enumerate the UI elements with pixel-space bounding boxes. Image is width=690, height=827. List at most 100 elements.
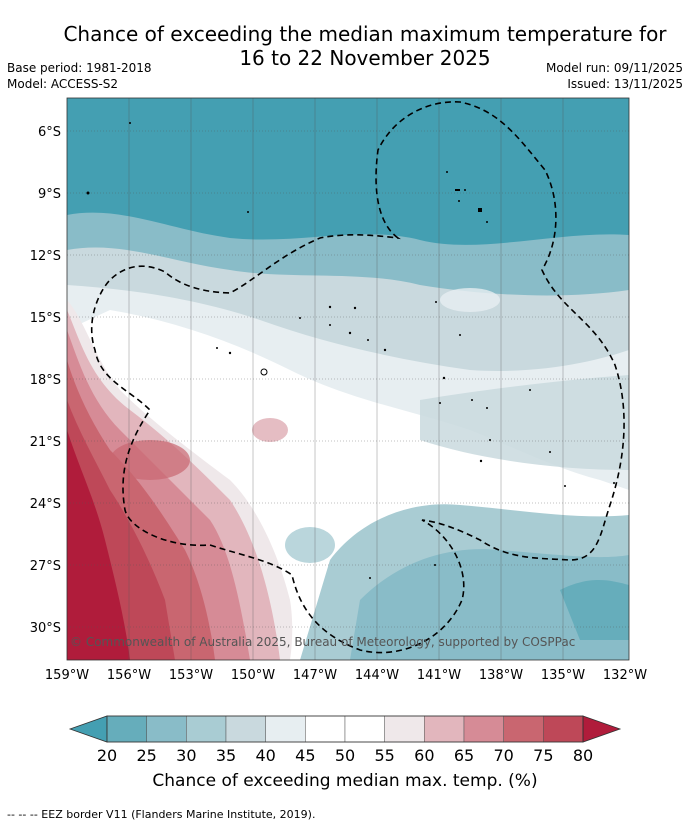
colorbar-segment bbox=[384, 715, 425, 743]
field-sw-80 bbox=[67, 430, 130, 660]
lat-label: 30°S bbox=[30, 621, 61, 636]
map-frame bbox=[66, 97, 630, 661]
gridlines bbox=[67, 130, 629, 628]
island bbox=[383, 348, 387, 352]
cool-blob bbox=[285, 527, 335, 563]
islands bbox=[86, 122, 615, 579]
colorbar-segment bbox=[225, 715, 266, 743]
island bbox=[549, 451, 551, 453]
island bbox=[348, 331, 352, 335]
island bbox=[486, 407, 488, 409]
lon-label: 144°W bbox=[355, 668, 399, 683]
colorbar-ticks: 20 25 30 35 40 45 50 55 60 65 70 75 80 bbox=[97, 746, 593, 765]
lon-label: 132°W bbox=[603, 668, 647, 683]
warm-spot bbox=[252, 418, 288, 442]
lat-label: 24°S bbox=[30, 497, 61, 512]
colorbar-tick-label: 80 bbox=[573, 746, 593, 765]
colorbar-tick-label: 65 bbox=[454, 746, 474, 765]
island bbox=[613, 482, 615, 484]
island bbox=[299, 317, 301, 319]
island bbox=[129, 122, 131, 124]
island bbox=[459, 334, 461, 336]
colorbar-segments bbox=[106, 715, 584, 743]
island bbox=[216, 347, 218, 349]
map-area: © Commonwealth of Australia 2025, Bureau… bbox=[67, 98, 629, 660]
lat-label: 18°S bbox=[30, 373, 61, 388]
island bbox=[471, 399, 473, 401]
colorbar-segment bbox=[186, 715, 227, 743]
island bbox=[446, 171, 448, 173]
island bbox=[353, 306, 357, 310]
title-line-2: 16 to 22 November 2025 bbox=[239, 46, 491, 70]
lat-label: 9°S bbox=[38, 187, 61, 202]
island bbox=[478, 208, 482, 212]
colorbar-tick-label: 35 bbox=[216, 746, 236, 765]
island bbox=[328, 305, 332, 309]
colorbar-segment bbox=[265, 715, 306, 743]
island bbox=[455, 189, 460, 191]
colorbar-tick-label: 75 bbox=[533, 746, 553, 765]
colorbar-tick-label: 55 bbox=[374, 746, 394, 765]
chart-title: Chance of exceeding the median maximum t… bbox=[40, 22, 690, 70]
island bbox=[442, 376, 446, 380]
colorbar-segment bbox=[463, 715, 504, 743]
island bbox=[479, 459, 483, 463]
meta-left: Base period: 1981-2018 Model: ACCESS-S2 bbox=[7, 60, 152, 92]
lon-label: 150°W bbox=[231, 668, 275, 683]
colorbar-tick-label: 50 bbox=[335, 746, 355, 765]
lon-label: 141°W bbox=[417, 668, 461, 683]
colorbar-tick-label: 45 bbox=[295, 746, 315, 765]
island bbox=[260, 368, 268, 376]
field-east-35 bbox=[420, 375, 629, 470]
issued-date: Issued: 13/11/2025 bbox=[567, 77, 683, 91]
colorbar-frame bbox=[106, 715, 584, 743]
island bbox=[434, 564, 436, 566]
lat-label: 12°S bbox=[30, 249, 61, 264]
longitude-labels: 159°W 156°W 153°W 150°W 147°W 144°W 141°… bbox=[45, 668, 647, 683]
island bbox=[369, 577, 371, 579]
colorbar-tick-label: 70 bbox=[493, 746, 513, 765]
island bbox=[439, 402, 441, 404]
base-period: Base period: 1981-2018 bbox=[7, 61, 152, 75]
eez-legend-note: -- -- -- EEZ border V11 (Flanders Marine… bbox=[7, 808, 316, 821]
field-se-20 bbox=[560, 580, 629, 640]
lat-label: 6°S bbox=[38, 125, 61, 140]
latitude-labels: 6°S 9°S 12°S 15°S 18°S 21°S 24°S 27°S 30… bbox=[30, 125, 61, 636]
lon-label: 153°W bbox=[169, 668, 213, 683]
lon-label: 135°W bbox=[541, 668, 585, 683]
colorbar-tick-label: 20 bbox=[97, 746, 117, 765]
lon-label: 156°W bbox=[107, 668, 151, 683]
colorbar-segment bbox=[543, 715, 584, 743]
colorbar-segment bbox=[106, 715, 147, 743]
model-name: Model: ACCESS-S2 bbox=[7, 77, 119, 91]
island bbox=[529, 389, 531, 391]
colorbar-tick-label: 30 bbox=[176, 746, 196, 765]
colorbar: 20 25 30 35 40 45 50 55 60 65 70 75 80 bbox=[68, 715, 622, 765]
lon-label: 138°W bbox=[479, 668, 523, 683]
lat-label: 27°S bbox=[30, 559, 61, 574]
title-line-1: Chance of exceeding the median maximum t… bbox=[63, 22, 667, 46]
copyright-notice: © Commonwealth of Australia 2025, Bureau… bbox=[70, 635, 575, 649]
colorbar-label: Chance of exceeding median max. temp. (%… bbox=[152, 771, 538, 791]
colorbar-tick-label: 60 bbox=[414, 746, 434, 765]
island bbox=[564, 485, 566, 487]
island bbox=[247, 211, 249, 213]
island bbox=[458, 200, 460, 202]
eez-border bbox=[90, 101, 625, 654]
island bbox=[367, 339, 369, 341]
meridians bbox=[128, 98, 564, 660]
colorbar-tick-label: 25 bbox=[136, 746, 156, 765]
island bbox=[86, 191, 90, 195]
colorbar-segment bbox=[424, 715, 465, 743]
island bbox=[486, 221, 488, 223]
island bbox=[228, 351, 232, 355]
island bbox=[489, 439, 491, 441]
colorbar-tick-label: 40 bbox=[255, 746, 275, 765]
colorbar-high-arrow bbox=[582, 715, 622, 743]
island bbox=[464, 189, 466, 191]
colorbar-segment bbox=[146, 715, 187, 743]
colorbar-segment bbox=[503, 715, 544, 743]
island bbox=[435, 301, 437, 303]
field-se-25 bbox=[350, 549, 629, 660]
